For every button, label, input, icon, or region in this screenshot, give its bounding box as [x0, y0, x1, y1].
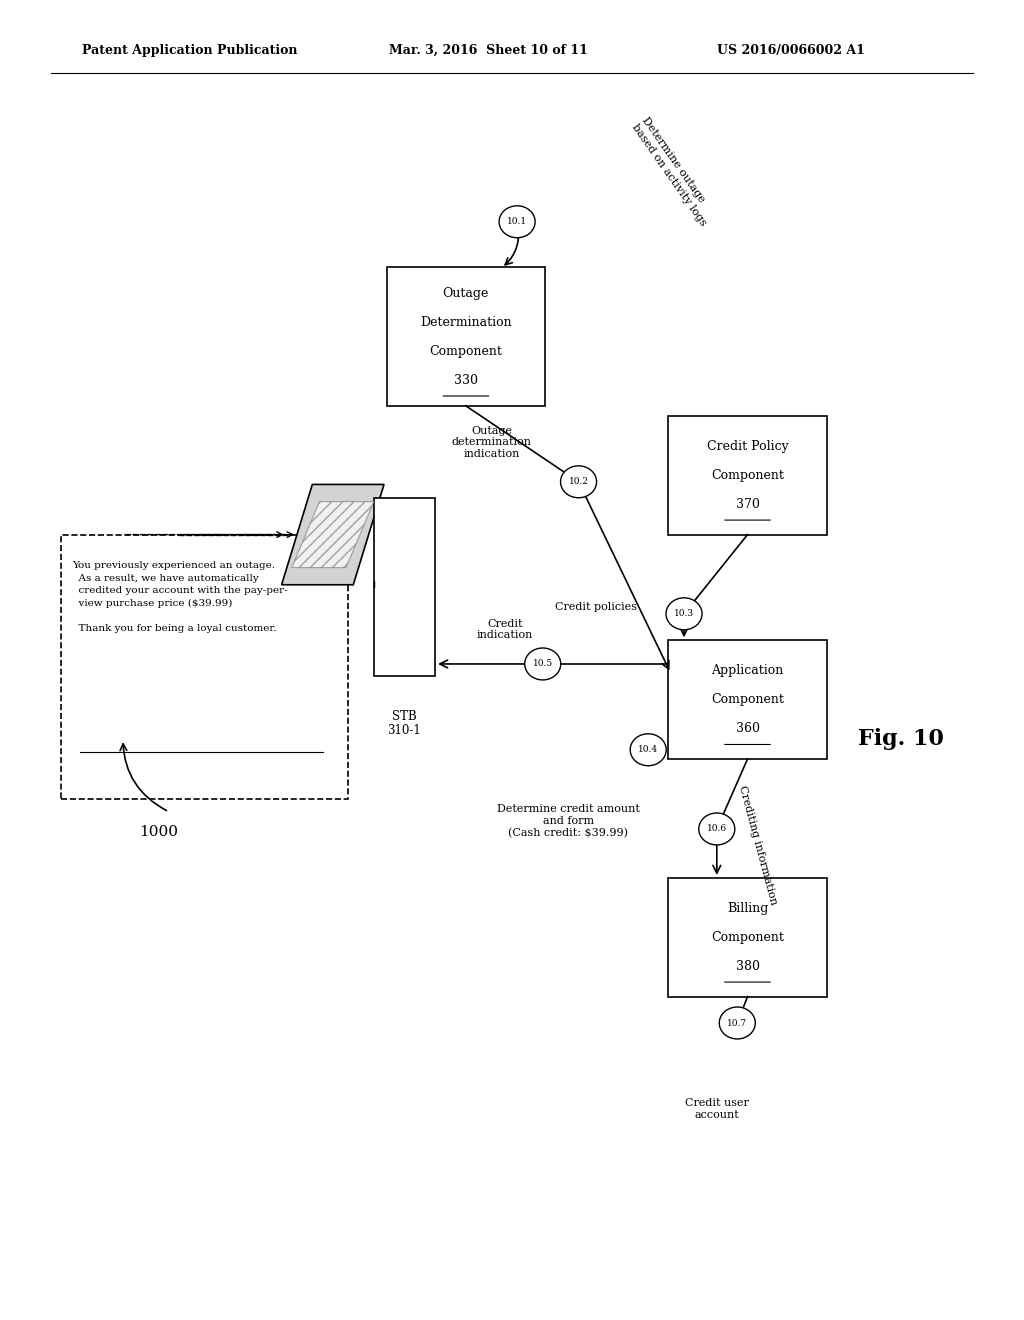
Text: 360: 360: [735, 722, 760, 735]
Ellipse shape: [499, 206, 536, 238]
Text: Credit user
account: Credit user account: [685, 1098, 749, 1119]
Text: Application: Application: [712, 664, 783, 677]
Text: Credit
indication: Credit indication: [476, 619, 534, 640]
Ellipse shape: [560, 466, 597, 498]
FancyBboxPatch shape: [668, 416, 827, 535]
Text: Determine credit amount
and form
(Cash credit: $39.99): Determine credit amount and form (Cash c…: [497, 804, 640, 838]
Text: Mar. 3, 2016  Sheet 10 of 11: Mar. 3, 2016 Sheet 10 of 11: [389, 44, 588, 57]
FancyBboxPatch shape: [374, 498, 435, 676]
Text: 10.7: 10.7: [727, 1019, 748, 1027]
Text: Component: Component: [429, 345, 503, 358]
Text: STB
310-1: STB 310-1: [388, 710, 421, 738]
Polygon shape: [292, 502, 374, 568]
Text: Component: Component: [711, 931, 784, 944]
Ellipse shape: [666, 598, 702, 630]
Text: You previously experienced an outage.
  As a result, we have automatically
  cre: You previously experienced an outage. As…: [72, 561, 288, 632]
Text: Billing: Billing: [727, 902, 768, 915]
Text: 1000: 1000: [139, 825, 178, 838]
FancyBboxPatch shape: [668, 640, 827, 759]
Text: Crediting information: Crediting information: [737, 784, 779, 906]
Text: 10.1: 10.1: [507, 218, 527, 226]
Text: 380: 380: [735, 960, 760, 973]
Ellipse shape: [698, 813, 735, 845]
Text: Component: Component: [711, 693, 784, 706]
Text: Patent Application Publication: Patent Application Publication: [82, 44, 297, 57]
Text: Credit Policy: Credit Policy: [707, 440, 788, 453]
Text: 10.5: 10.5: [532, 660, 553, 668]
FancyBboxPatch shape: [668, 878, 827, 997]
Text: Determination: Determination: [420, 315, 512, 329]
Polygon shape: [282, 484, 384, 585]
Text: 330: 330: [454, 374, 478, 387]
Text: US 2016/0066002 A1: US 2016/0066002 A1: [717, 44, 864, 57]
Text: 10.4: 10.4: [638, 746, 658, 754]
Ellipse shape: [524, 648, 561, 680]
FancyBboxPatch shape: [61, 535, 348, 799]
Text: Outage
determination
indication: Outage determination indication: [452, 425, 531, 459]
FancyBboxPatch shape: [387, 267, 545, 407]
Text: Component: Component: [711, 469, 784, 482]
Text: 10.3: 10.3: [674, 610, 694, 618]
Text: 370: 370: [735, 498, 760, 511]
Ellipse shape: [630, 734, 667, 766]
Text: Credit policies: Credit policies: [555, 602, 637, 612]
Ellipse shape: [719, 1007, 756, 1039]
Text: 10.2: 10.2: [568, 478, 589, 486]
Text: Fig. 10: Fig. 10: [858, 729, 944, 750]
Text: 10.6: 10.6: [707, 825, 727, 833]
Text: Determine outage
based on activity logs: Determine outage based on activity logs: [630, 115, 718, 228]
Text: Outage: Outage: [442, 286, 489, 300]
